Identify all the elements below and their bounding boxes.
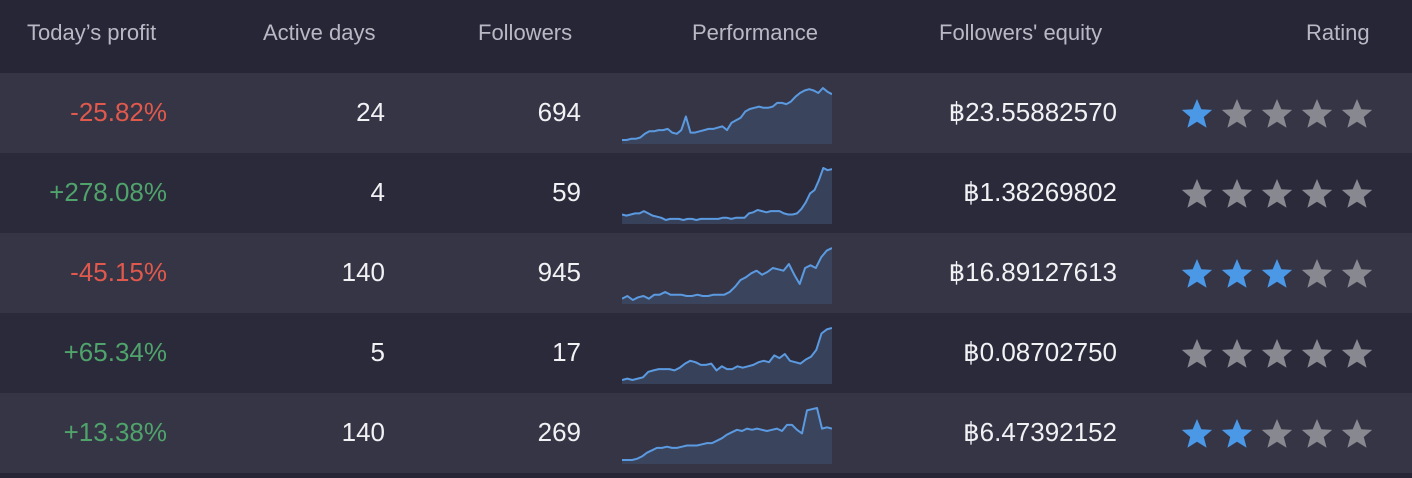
star-filled-icon: [1181, 259, 1213, 288]
star-empty-icon: [1221, 99, 1253, 128]
star-filled-icon: [1181, 99, 1213, 128]
header-active-days[interactable]: Active days: [263, 20, 376, 45]
sparkline-area: [622, 88, 832, 144]
todays-profit-value: +65.34%: [63, 337, 167, 367]
followers-equity-value: ฿23.55882570: [948, 97, 1117, 127]
rating-stars: [1180, 337, 1374, 371]
followers-value: 945: [537, 257, 581, 287]
star-filled-icon: [1221, 259, 1253, 288]
star-filled-icon: [1261, 259, 1293, 288]
sparkline-line: [622, 407, 832, 461]
table-row[interactable]: -45.15% 140 945 ฿16.89127613: [0, 233, 1412, 313]
star-empty-icon: [1301, 339, 1333, 368]
todays-profit-value: -25.82%: [70, 97, 167, 127]
table-row[interactable]: +278.08% 4 59 ฿1.38269802: [0, 153, 1412, 233]
star-empty-icon: [1301, 419, 1333, 448]
active-days-value: 24: [356, 97, 385, 127]
todays-profit-value: -45.15%: [70, 257, 167, 287]
todays-profit-value: +13.38%: [63, 417, 167, 447]
rating-stars: [1180, 257, 1374, 291]
performance-sparkline: [622, 327, 832, 384]
performance-sparkline: [622, 407, 832, 464]
followers-equity-value: ฿0.08702750: [963, 337, 1117, 367]
followers-equity-value: ฿16.89127613: [948, 257, 1117, 287]
followers-value: 269: [537, 417, 581, 447]
star-empty-icon: [1221, 339, 1253, 368]
sparkline-area: [622, 408, 832, 464]
performance-sparkline: [622, 87, 832, 144]
header-performance[interactable]: Performance: [692, 20, 818, 45]
sparkline-area: [622, 248, 832, 304]
star-empty-icon: [1301, 99, 1333, 128]
followers-value: 59: [552, 177, 581, 207]
star-empty-icon: [1341, 419, 1373, 448]
rating-stars: [1180, 417, 1374, 451]
active-days-value: 5: [370, 337, 385, 367]
star-empty-icon: [1301, 179, 1333, 208]
star-filled-icon: [1181, 419, 1213, 448]
star-empty-icon: [1261, 339, 1293, 368]
followers-value: 694: [537, 97, 581, 127]
followers-equity-value: ฿6.47392152: [963, 417, 1117, 447]
star-empty-icon: [1221, 179, 1253, 208]
sparkline-line: [622, 247, 832, 301]
star-empty-icon: [1261, 419, 1293, 448]
performance-sparkline: [622, 247, 832, 304]
sparkline-line: [622, 327, 832, 381]
star-empty-icon: [1261, 179, 1293, 208]
star-empty-icon: [1341, 339, 1373, 368]
sparkline-area: [622, 168, 832, 224]
star-empty-icon: [1181, 339, 1213, 368]
performance-sparkline: [622, 167, 832, 224]
todays-profit-value: +278.08%: [49, 177, 167, 207]
rating-stars: [1180, 177, 1374, 211]
sparkline-line: [622, 87, 832, 141]
star-empty-icon: [1261, 99, 1293, 128]
star-empty-icon: [1341, 259, 1373, 288]
rating-stars: [1180, 97, 1374, 131]
header-followers[interactable]: Followers: [478, 20, 573, 45]
active-days-value: 140: [341, 257, 385, 287]
active-days-value: 4: [370, 177, 385, 207]
followers-value: 17: [552, 337, 581, 367]
star-filled-icon: [1221, 419, 1253, 448]
header-followers-equity[interactable]: Followers' equity: [939, 20, 1103, 45]
star-empty-icon: [1341, 99, 1373, 128]
table-header: Today’s profit Active days Followers Per…: [0, 0, 1412, 73]
star-empty-icon: [1341, 179, 1373, 208]
table-row[interactable]: +65.34% 5 17 ฿0.08702750: [0, 313, 1412, 393]
header-rating[interactable]: Rating: [1306, 20, 1370, 45]
followers-equity-value: ฿1.38269802: [963, 177, 1117, 207]
table-row[interactable]: +13.38% 140 269 ฿6.47392152: [0, 393, 1412, 473]
active-days-value: 140: [341, 417, 385, 447]
table-bottom-edge: [0, 473, 1412, 478]
star-empty-icon: [1181, 179, 1213, 208]
sparkline-line: [622, 167, 832, 221]
sparkline-area: [622, 328, 832, 384]
table-row[interactable]: -25.82% 24 694 ฿23.55882570: [0, 73, 1412, 153]
star-empty-icon: [1301, 259, 1333, 288]
header-todays-profit[interactable]: Today’s profit: [27, 20, 157, 45]
